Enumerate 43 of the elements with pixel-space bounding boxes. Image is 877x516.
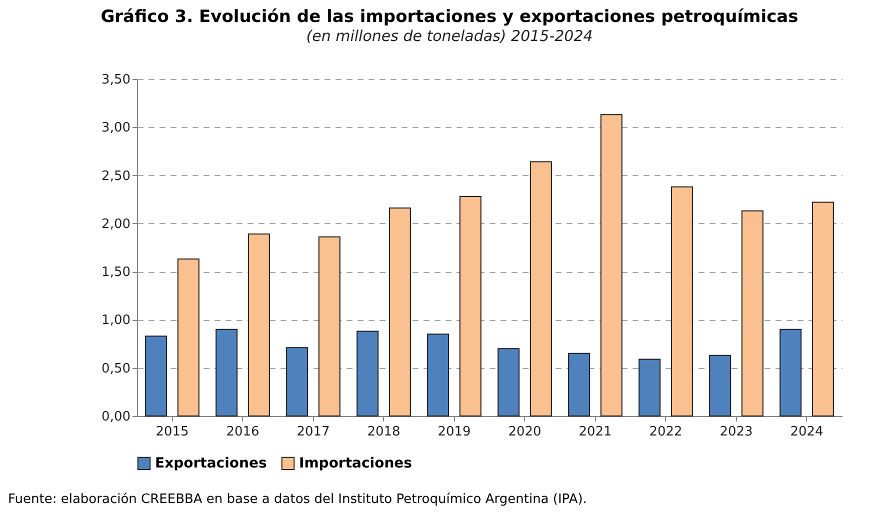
y-tick-label: 1,00 [102, 313, 130, 328]
bar [741, 210, 764, 416]
bar [318, 236, 340, 416]
bar [780, 328, 802, 416]
bar [670, 186, 693, 416]
y-tick-label: 3,00 [102, 120, 130, 136]
x-tick-label: 2023 [720, 424, 753, 440]
bar [530, 161, 552, 416]
x-tick-label: 2021 [578, 424, 612, 440]
y-tick-label: 2,50 [102, 168, 130, 184]
y-tick-label: 1,50 [102, 265, 130, 280]
x-tick-label: 2022 [649, 424, 682, 440]
chart-title: Gráfico 3. Evolución de las importaciones y exportaciones petroquímicas [100, 7, 798, 27]
bar [248, 234, 270, 416]
bar [638, 358, 661, 416]
legend-label: Exportaciones [155, 455, 267, 472]
bar [177, 258, 200, 416]
x-tick-label: 2015 [156, 424, 189, 440]
chart-subtitle: (en millones de toneladas) 2015-2024 [306, 27, 593, 45]
x-tick-label: 2019 [438, 424, 471, 440]
x-tick-label: 2017 [296, 424, 330, 440]
bar [286, 347, 308, 416]
y-tick-label: 2,00 [102, 216, 130, 232]
y-tick-label: 0,50 [102, 361, 130, 376]
bar [356, 330, 379, 416]
bar [568, 352, 590, 416]
bar [145, 336, 168, 416]
y-tick-label: 0,00 [102, 410, 130, 424]
bar [709, 354, 732, 416]
x-tick-label: 2016 [226, 424, 260, 440]
bar [600, 114, 622, 416]
bar [427, 334, 450, 416]
x-tick-label: 2020 [508, 424, 542, 440]
bar [388, 208, 411, 416]
x-tick-label: 2024 [790, 424, 824, 440]
bar [812, 202, 834, 416]
source-note: Fuente: elaboración CREEBBA en base a datos del Instituto Petroquímico Argentina (IPA). [8, 492, 588, 507]
bar [216, 328, 238, 416]
legend-label: Importaciones [299, 455, 412, 472]
x-tick-label: 2018 [367, 424, 400, 440]
y-tick-label: 3,50 [102, 72, 130, 88]
bar [498, 348, 520, 416]
bar [459, 196, 482, 416]
